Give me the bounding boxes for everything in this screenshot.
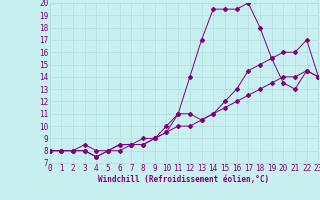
X-axis label: Windchill (Refroidissement éolien,°C): Windchill (Refroidissement éolien,°C) [99, 175, 269, 184]
